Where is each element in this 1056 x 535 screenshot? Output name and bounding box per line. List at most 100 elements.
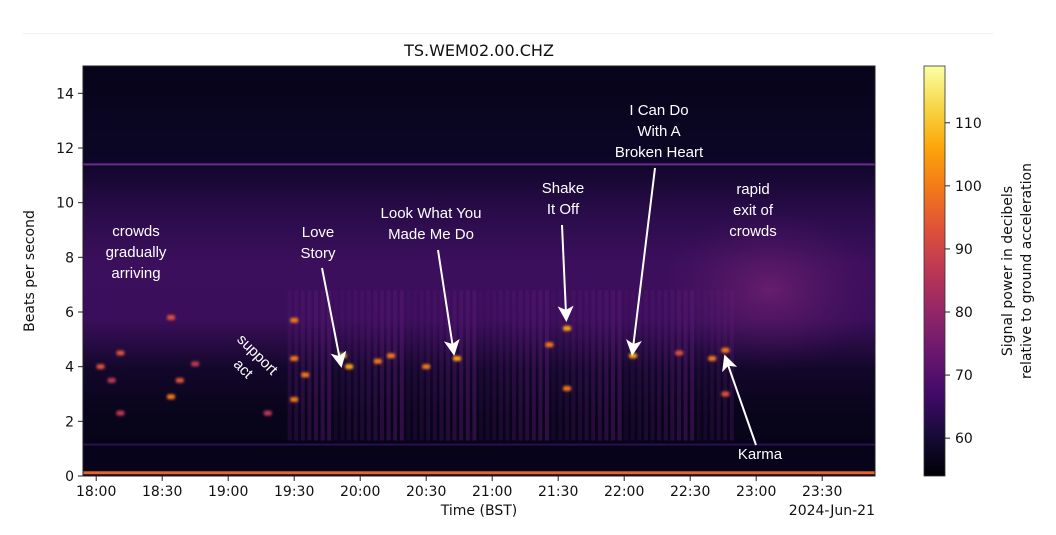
colorbar-tick-label: 110	[955, 116, 982, 132]
y-tick-label: 10	[56, 196, 74, 212]
x-tick-label: 23:00	[736, 484, 776, 500]
colorbar-tick-label: 70	[955, 368, 973, 384]
x-tick-label: 20:30	[406, 484, 446, 500]
svg-text:exit of: exit of	[733, 202, 774, 219]
y-tick-label: 12	[56, 141, 74, 157]
spectral-peak	[453, 355, 461, 361]
annotation-rapid-exit-of-crowds: rapid exit of crowds	[729, 181, 777, 240]
colorbar-tick-label: 90	[955, 242, 973, 258]
spectral-peak	[290, 355, 299, 361]
plot-area	[82, 65, 880, 477]
annotations: crowdsgraduallyarrivingsupportactLoveSto…	[106, 102, 783, 463]
persistent-lines	[83, 163, 875, 475]
annotation-karma: Karma	[722, 354, 783, 463]
colorbar-tick-label: 100	[955, 179, 982, 195]
annotation-love-story: Love Story	[300, 224, 347, 368]
spectral-peak	[721, 391, 730, 397]
x-tick-label: 19:30	[274, 484, 314, 500]
spectral-peak	[175, 377, 184, 383]
x-tick-label: 21:30	[538, 484, 578, 500]
arrow-icon	[626, 167, 656, 356]
svg-text:rapid: rapid	[736, 181, 769, 198]
svg-text:With A: With A	[637, 123, 680, 140]
spectral-peak	[191, 361, 200, 367]
colorbar-label: Signal power in decibels relative to gro…	[999, 163, 1037, 379]
y-tick-label: 8	[65, 250, 74, 266]
x-axis-label: Time (BST)	[440, 503, 518, 519]
persistent-line	[83, 471, 875, 475]
spectral-peak	[290, 396, 299, 402]
spectral-peak	[373, 358, 382, 364]
x-offset-date: 2024-Jun-21	[788, 503, 875, 519]
annotation-look-what-you-made-me-do: Look What You Made Me Do	[381, 205, 482, 356]
spectral-peaks	[96, 314, 730, 416]
spectral-peak	[629, 353, 637, 359]
spectral-peak	[263, 410, 272, 416]
persistent-line	[83, 163, 875, 166]
svg-text:Broken Heart: Broken Heart	[615, 144, 704, 161]
chart-title: TS.WEM02.00.CHZ	[404, 41, 554, 60]
arrow-icon	[321, 267, 347, 368]
spectral-peak	[107, 377, 116, 383]
x-tick-label: 18:30	[142, 484, 182, 500]
svg-text:Love: Love	[302, 224, 335, 241]
y-axis: 0 2 4 6 8 10 12 14	[56, 86, 83, 485]
svg-text:Made Me Do: Made Me Do	[388, 226, 474, 243]
spectral-peak	[387, 353, 395, 359]
colorbar: 60 70 80 90 100 110	[923, 65, 982, 477]
colorbar-label-line1: Signal power in decibels	[1000, 185, 1016, 357]
svg-text:crowds: crowds	[729, 223, 777, 240]
y-tick-label: 6	[65, 305, 74, 321]
colorbar-tick-label: 80	[955, 305, 973, 321]
y-tick-label: 0	[65, 469, 74, 485]
spectral-peak	[290, 317, 299, 323]
svg-text:Look What You: Look What You	[381, 205, 482, 222]
x-tick-label: 19:00	[208, 484, 248, 500]
x-tick-label: 22:00	[604, 484, 644, 500]
x-axis: 18:00 18:30 19:00 19:30 20:00 20:30 21:00 21:30…	[76, 476, 842, 500]
svg-text:gradually: gradually	[106, 244, 167, 261]
colorbar-label-line2: relative to ground acceleration	[1019, 163, 1035, 379]
spectral-peak	[96, 364, 105, 370]
spectral-peak	[721, 347, 730, 353]
spectral-peak	[116, 410, 125, 416]
spectral-peak	[708, 355, 717, 361]
arrow-icon	[722, 354, 757, 446]
activity-columns	[287, 290, 734, 441]
svg-text:Karma: Karma	[738, 446, 783, 463]
spectral-peak	[167, 394, 175, 400]
exit-glow-region	[660, 210, 880, 370]
svg-text:Shake: Shake	[542, 180, 585, 197]
arrow-icon	[437, 249, 460, 356]
spectral-peak	[422, 364, 431, 370]
spectral-peak	[563, 386, 571, 392]
svg-text:Story: Story	[300, 245, 336, 262]
annotation-crowds-gradually-arriving: crowds gradually arriving	[106, 223, 167, 282]
spectral-peak	[545, 342, 554, 348]
x-tick-label: 22:30	[670, 484, 710, 500]
y-tick-label: 4	[65, 360, 74, 376]
y-tick-label: 14	[56, 86, 74, 102]
svg-text:crowds: crowds	[112, 223, 160, 240]
annotation-i-can-do-with-a-broken-heart: I Can Do With A Broken Heart	[615, 102, 704, 356]
arrow-icon	[557, 224, 574, 322]
colorbar-ticks: 60 70 80 90 100 110	[945, 116, 982, 447]
x-tick-label: 18:00	[76, 484, 116, 500]
svg-text:It Off: It Off	[547, 201, 580, 218]
colorbar-tick-label: 60	[955, 431, 973, 447]
spectral-peak	[301, 372, 310, 378]
spectral-peak	[116, 350, 125, 356]
svg-text:I Can Do: I Can Do	[629, 102, 688, 119]
spectral-peak	[167, 314, 175, 320]
spectral-peak	[563, 325, 571, 331]
svg-text:arriving: arriving	[111, 265, 160, 282]
annotation-shake-it-off: Shake It Off	[542, 180, 585, 322]
spectral-peak	[675, 350, 684, 356]
top-divider	[22, 33, 994, 34]
spectral-peak	[345, 364, 354, 370]
persistent-line	[83, 443, 875, 446]
x-tick-label: 20:00	[340, 484, 380, 500]
y-tick-label: 2	[65, 414, 74, 430]
